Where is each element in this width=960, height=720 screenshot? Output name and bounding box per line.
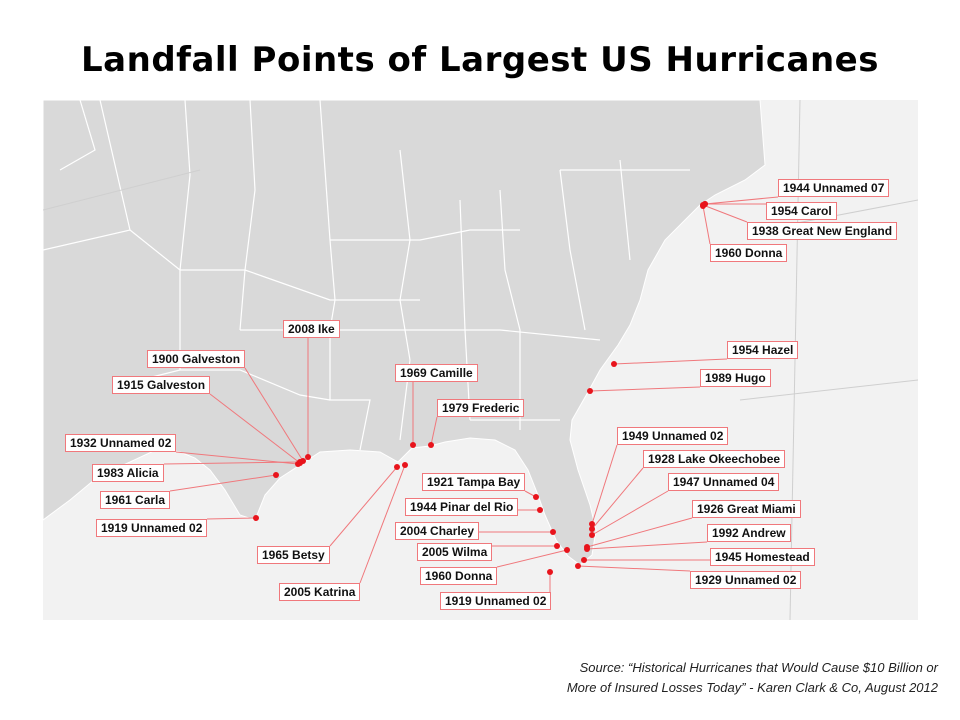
land-mass	[43, 100, 766, 566]
hurricane-label: 2008 Ike	[283, 320, 340, 338]
landfall-point	[533, 494, 539, 500]
landfall-point	[410, 442, 416, 448]
leader-line	[359, 464, 406, 584]
source-citation: Source: “Historical Hurricanes that Woul…	[567, 658, 938, 698]
landfall-point	[564, 547, 570, 553]
landfall-point	[554, 543, 560, 549]
hurricane-label: 1979 Frederic	[437, 399, 525, 417]
landfall-point	[575, 563, 581, 569]
hurricane-label: 1929 Unnamed 02	[690, 571, 802, 589]
landfall-point	[428, 442, 434, 448]
landfall-point	[305, 454, 311, 460]
hurricane-label: 2004 Charley	[395, 522, 480, 540]
leader-line	[496, 549, 568, 568]
hurricane-label: 1954 Carol	[766, 202, 837, 220]
source-line-2: More of Insured Losses Today” - Karen Cl…	[566, 680, 938, 695]
landfall-point	[402, 462, 408, 468]
landfall-point	[584, 546, 590, 552]
landfall-point	[253, 515, 259, 521]
hurricane-label: 2005 Katrina	[279, 583, 361, 601]
landfall-markers	[253, 201, 708, 575]
hurricane-label: 1960 Donna	[420, 567, 498, 585]
landfall-point	[581, 557, 587, 563]
landfall-point	[550, 529, 556, 535]
landfall-point	[394, 464, 400, 470]
leader-line	[169, 474, 277, 492]
hurricane-label: 1992 Andrew	[707, 524, 791, 542]
hurricane-label: 1960 Donna	[710, 244, 788, 262]
leader-line	[329, 466, 398, 547]
hurricane-label: 1921 Tampa Bay	[422, 473, 526, 491]
leader-line	[702, 204, 748, 223]
hurricane-label: 1983 Alicia	[92, 464, 164, 482]
leader-line	[209, 393, 301, 464]
leader-line	[591, 490, 669, 536]
hurricane-label: 1919 Unnamed 02	[440, 592, 552, 610]
leader-line	[430, 416, 438, 446]
hurricane-label: 1944 Unnamed 07	[778, 179, 890, 197]
landfall-point	[589, 521, 595, 527]
hurricane-label: 1965 Betsy	[257, 546, 330, 564]
hurricane-label: 1938 Great New England	[747, 222, 898, 240]
hurricane-label: 1954 Hazel	[727, 341, 799, 359]
leader-line	[589, 386, 701, 392]
hurricane-label: 1949 Unnamed 02	[617, 427, 729, 445]
leader-line	[591, 467, 644, 530]
leader-line	[163, 461, 301, 465]
leader-line	[586, 517, 693, 548]
hurricane-label: 1969 Camille	[395, 364, 478, 382]
landfall-point	[297, 459, 303, 465]
leader-line	[206, 517, 257, 520]
hurricane-label: 1989 Hugo	[700, 369, 771, 387]
leader-line	[702, 205, 711, 245]
source-line-1: Source: “Historical Hurricanes that Woul…	[579, 660, 938, 675]
landfall-point	[589, 526, 595, 532]
state-borders	[43, 100, 690, 451]
hurricane-label: 1900 Galveston	[147, 350, 246, 368]
hurricane-label: 1961 Carla	[100, 491, 171, 509]
landfall-point	[589, 532, 595, 538]
landfall-point	[547, 569, 553, 575]
hurricane-label: 1945 Homestead	[710, 548, 815, 566]
hurricane-label: 1928 Lake Okeechobee	[643, 450, 786, 468]
hurricane-label: 1926 Great Miami	[692, 500, 801, 518]
hurricane-label: 1919 Unnamed 02	[96, 519, 208, 537]
hurricane-label: 1932 Unnamed 02	[65, 434, 177, 452]
page-title: Landfall Points of Largest US Hurricanes	[81, 40, 879, 80]
landfall-point	[587, 388, 593, 394]
leader-lines	[163, 196, 779, 592]
landfall-point	[273, 472, 279, 478]
leader-line	[244, 367, 304, 462]
hurricane-label: 2005 Wilma	[417, 543, 493, 561]
hurricane-label: 1947 Unnamed 04	[668, 473, 780, 491]
landfall-point	[700, 203, 706, 209]
leader-line	[577, 565, 691, 572]
leader-line	[704, 196, 779, 205]
hurricane-label: 1944 Pinar del Rio	[405, 498, 519, 516]
landfall-point	[611, 361, 617, 367]
leader-line	[586, 541, 708, 550]
hurricane-label: 1915 Galveston	[112, 376, 211, 394]
landfall-point	[537, 507, 543, 513]
leader-line	[613, 358, 728, 365]
leader-line	[591, 444, 618, 525]
